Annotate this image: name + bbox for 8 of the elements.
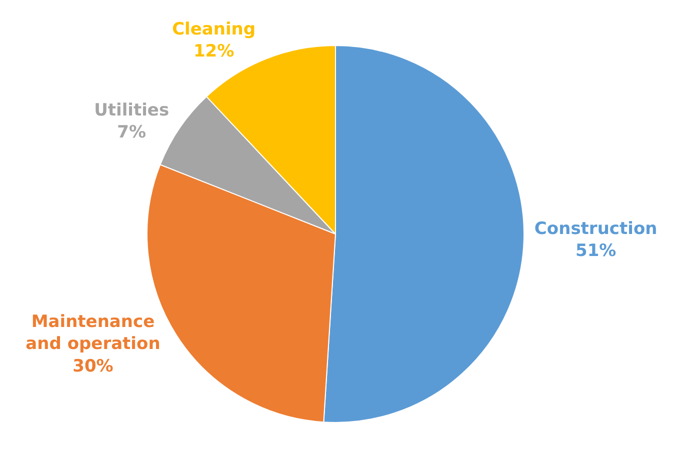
data-label: 30%	[72, 356, 114, 376]
data-label: 12%	[193, 42, 234, 62]
slice-label: Utilities	[94, 100, 170, 120]
slice-label: Cleaning	[172, 19, 256, 40]
slice-label: Maintenance and operation	[26, 312, 160, 354]
slice-label: Construction	[534, 218, 658, 239]
data-label: 51%	[575, 240, 616, 261]
data-label: 7%	[117, 122, 146, 142]
